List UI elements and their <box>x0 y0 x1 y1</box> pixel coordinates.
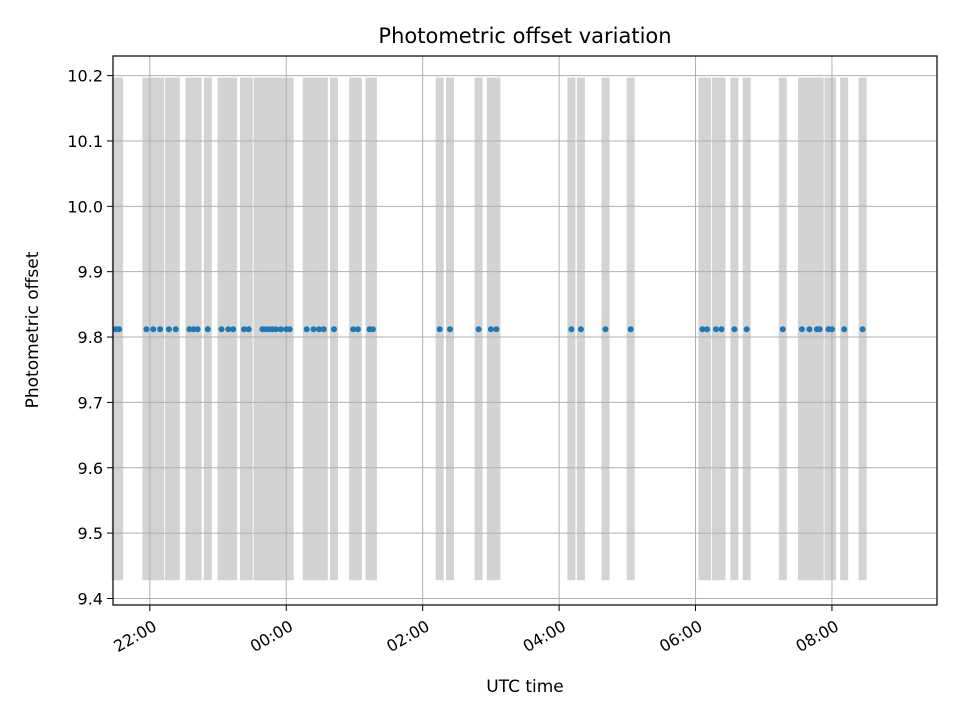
data-point <box>143 326 150 333</box>
data-point <box>150 326 157 333</box>
data-point <box>350 326 357 333</box>
y-tick-label: 9.7 <box>78 393 103 412</box>
data-point <box>277 326 284 333</box>
data-point <box>577 326 584 333</box>
data-point <box>627 326 634 333</box>
data-point <box>204 326 211 333</box>
data-point <box>286 326 293 333</box>
chart-title: Photometric offset variation <box>378 24 671 48</box>
plot-frame <box>112 55 938 606</box>
data-point <box>841 326 848 333</box>
y-tick-label: 9.6 <box>78 459 103 478</box>
data-point <box>354 326 361 333</box>
data-point <box>230 326 237 333</box>
data-point <box>218 326 225 333</box>
data-point <box>704 326 711 333</box>
data-point <box>194 326 201 333</box>
y-tick-label: 9.9 <box>78 263 103 282</box>
y-tick-label: 9.4 <box>78 589 103 608</box>
data-point <box>310 326 317 333</box>
y-axis-ticks: 9.4 9.5 9.6 9.7 9.8 9.9 10.0 10.1 10.2 <box>67 67 113 608</box>
data-point <box>225 326 232 333</box>
y-tick-label: 9.5 <box>78 524 103 543</box>
data-point <box>172 326 179 333</box>
y-tick-label: 9.8 <box>78 328 103 347</box>
data-point <box>718 326 725 333</box>
data-point <box>273 326 279 333</box>
data-point <box>487 326 494 333</box>
data-point <box>568 326 575 333</box>
data-point <box>186 326 193 333</box>
data-point <box>303 326 310 333</box>
data-point <box>798 326 805 333</box>
data-point <box>447 326 453 333</box>
x-axis-label: UTC time <box>486 677 564 697</box>
data-point <box>699 326 706 333</box>
y-axis-label: Photometric offset <box>23 251 43 408</box>
data-point <box>859 326 866 333</box>
data-point <box>316 326 322 333</box>
y-tick-label: 10.2 <box>67 67 103 86</box>
data-point <box>369 326 376 333</box>
data-point <box>779 326 786 333</box>
data-point <box>331 326 337 333</box>
data-point <box>602 326 609 333</box>
data-point <box>731 326 738 333</box>
data-point <box>116 326 123 333</box>
data-point <box>829 326 835 333</box>
data-point <box>436 326 443 333</box>
data-point <box>816 326 823 333</box>
data-point <box>190 326 197 333</box>
y-tick-label: 10.1 <box>67 132 103 151</box>
data-point <box>241 326 247 333</box>
data-point <box>493 326 500 333</box>
data-points <box>112 326 866 333</box>
data-point <box>475 326 482 333</box>
data-point <box>245 326 252 333</box>
data-point <box>713 326 719 333</box>
y-tick-label: 10.0 <box>67 197 103 216</box>
data-point <box>320 326 327 333</box>
data-point <box>165 326 172 333</box>
data-point <box>743 326 750 333</box>
data-point <box>806 326 813 333</box>
grid-lines <box>113 56 937 605</box>
data-point <box>157 326 164 333</box>
